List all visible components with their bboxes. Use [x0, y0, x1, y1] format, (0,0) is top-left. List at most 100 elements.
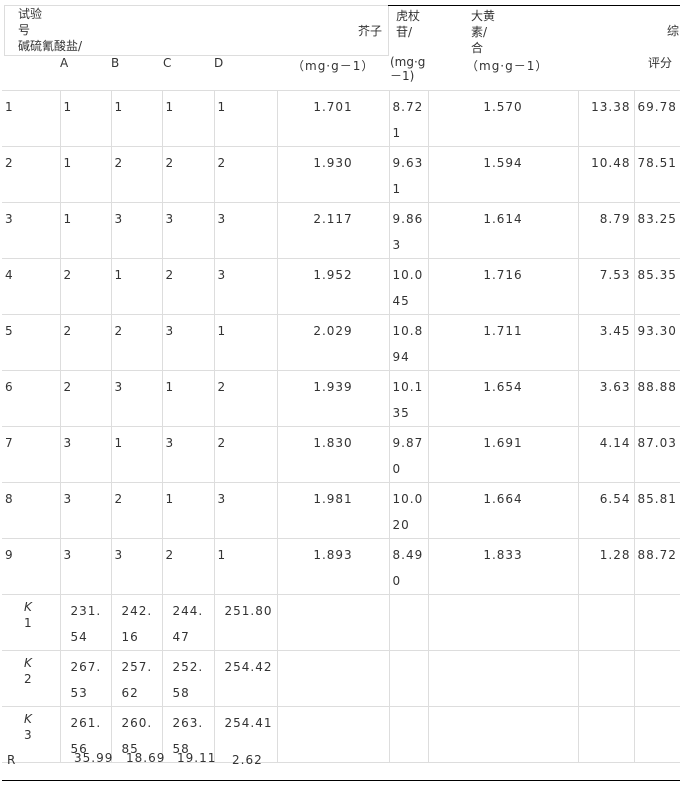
- cell-mustard: 1.952: [276, 258, 390, 315]
- k-row: K 2 267.53 257.62 252.58 254.42: [2, 650, 680, 707]
- cell-emodin: 1.614: [427, 202, 579, 259]
- cell-k-b: 242.16: [110, 594, 163, 651]
- cell-factor-c: 1: [161, 90, 215, 147]
- cell-polydatin: 9.863: [388, 202, 429, 259]
- top-rule: [388, 5, 680, 6]
- cell-factor-b: 2: [110, 482, 163, 539]
- k-symbol: K: [24, 600, 33, 614]
- cell-empty: [577, 706, 635, 763]
- cell-test-no: 6: [2, 370, 61, 427]
- cell-test-no: 9: [2, 538, 61, 595]
- cell-empty: [577, 650, 635, 707]
- r-b: 18.69: [126, 751, 166, 765]
- cell-factor-a: 2: [59, 258, 112, 315]
- table-row: 3 1 3 3 3 2.117 9.863 1.614 8.79 83.25: [2, 202, 680, 259]
- cell-k-a: 261.56: [59, 706, 112, 763]
- r-a: 35.99: [74, 751, 114, 765]
- header-factor-d: D: [214, 56, 224, 70]
- k-index: 2: [24, 672, 33, 686]
- header-score: 评分: [648, 56, 673, 70]
- cell-factor-c: 2: [161, 538, 215, 595]
- r-c: 19.11: [177, 751, 217, 765]
- k-index: 1: [24, 616, 33, 630]
- cell-factor-b: 3: [110, 202, 163, 259]
- cell-mustard: 1.939: [276, 370, 390, 427]
- header-factor-c: C: [163, 56, 172, 70]
- cell-extra: 10.48: [577, 146, 635, 203]
- cell-factor-a: 2: [59, 370, 112, 427]
- cell-test-no: 4: [2, 258, 61, 315]
- cell-test-no: 3: [2, 202, 61, 259]
- cell-empty: [276, 594, 390, 651]
- cell-factor-a: 1: [59, 202, 112, 259]
- cell-k-c: 244.47: [161, 594, 215, 651]
- cell-k-d: 254.41: [213, 706, 278, 763]
- cell-empty: [633, 650, 680, 707]
- table-row: 1 1 1 1 1 1.701 8.721 1.570 13.38 69.78: [2, 90, 680, 147]
- r-label: R: [7, 753, 16, 767]
- cell-factor-d: 1: [213, 314, 278, 371]
- cell-factor-b: 1: [110, 258, 163, 315]
- cell-k-b: 260.85: [110, 706, 163, 763]
- cell-test-no: 8: [2, 482, 61, 539]
- cell-polydatin: 8.490: [388, 538, 429, 595]
- table-row: 6 2 3 1 2 1.939 10.135 1.654 3.63 88.88: [2, 370, 680, 427]
- header-polydatin: 虎杖苷/: [396, 9, 421, 39]
- cell-score: 93.30: [633, 314, 680, 371]
- cell-factor-d: 1: [213, 538, 278, 595]
- cell-factor-d: 2: [213, 146, 278, 203]
- cell-factor-b: 3: [110, 370, 163, 427]
- cell-extra: 3.45: [577, 314, 635, 371]
- table-row: 8 3 2 1 3 1.981 10.020 1.664 6.54 85.81: [2, 482, 680, 539]
- cell-extra: 8.79: [577, 202, 635, 259]
- cell-k-b: 257.62: [110, 650, 163, 707]
- bottom-rule: [2, 780, 680, 781]
- cell-factor-c: 1: [161, 482, 215, 539]
- cell-emodin: 1.594: [427, 146, 579, 203]
- cell-factor-d: 3: [213, 258, 278, 315]
- data-table: 1 1 1 1 1 1.701 8.721 1.570 13.38 69.78 2 1 2 2 2 1.930…: [2, 90, 680, 763]
- header-emodin: 大黄素/合: [471, 9, 496, 55]
- cell-test-no: 2: [2, 146, 61, 203]
- header-score-top: 综: [667, 24, 680, 38]
- cell-factor-c: 3: [161, 202, 215, 259]
- cell-factor-d: 2: [213, 370, 278, 427]
- table-row: 9 3 3 2 1 1.893 8.490 1.833 1.28 88.72: [2, 538, 680, 595]
- cell-factor-a: 2: [59, 314, 112, 371]
- cell-emodin: 1.711: [427, 314, 579, 371]
- header-factor-a: A: [60, 56, 69, 70]
- cell-emodin: 1.664: [427, 482, 579, 539]
- cell-test-no: 1: [2, 90, 61, 147]
- cell-factor-d: 3: [213, 202, 278, 259]
- cell-empty: [388, 650, 429, 707]
- cell-extra: 6.54: [577, 482, 635, 539]
- cell-factor-c: 2: [161, 258, 215, 315]
- cell-emodin: 1.654: [427, 370, 579, 427]
- cell-factor-c: 1: [161, 370, 215, 427]
- cell-factor-b: 1: [110, 90, 163, 147]
- cell-extra: 4.14: [577, 426, 635, 483]
- cell-mustard: 1.930: [276, 146, 390, 203]
- cell-test-no: 5: [2, 314, 61, 371]
- cell-k-d: 254.42: [213, 650, 278, 707]
- cell-factor-b: 3: [110, 538, 163, 595]
- r-row: R 35.99 18.69 19.11 2.62: [2, 752, 680, 780]
- cell-extra: 3.63: [577, 370, 635, 427]
- cell-mustard: 1.893: [276, 538, 390, 595]
- cell-extra: 7.53: [577, 258, 635, 315]
- cell-emodin: 1.716: [427, 258, 579, 315]
- cell-score: 69.78: [633, 90, 680, 147]
- k-row: K 1 231.54 242.16 244.47 251.80: [2, 594, 680, 651]
- cell-factor-a: 3: [59, 538, 112, 595]
- cell-mustard: 1.981: [276, 482, 390, 539]
- header-left-box: [4, 5, 389, 56]
- cell-polydatin: 9.631: [388, 146, 429, 203]
- cell-factor-a: 3: [59, 426, 112, 483]
- cell-mustard: 2.117: [276, 202, 390, 259]
- header-mustard-unit: （mg·g－1）: [292, 59, 375, 73]
- cell-polydatin: 10.135: [388, 370, 429, 427]
- cell-empty: [427, 650, 579, 707]
- header-emodin-unit: （mg·g－1）: [466, 59, 549, 73]
